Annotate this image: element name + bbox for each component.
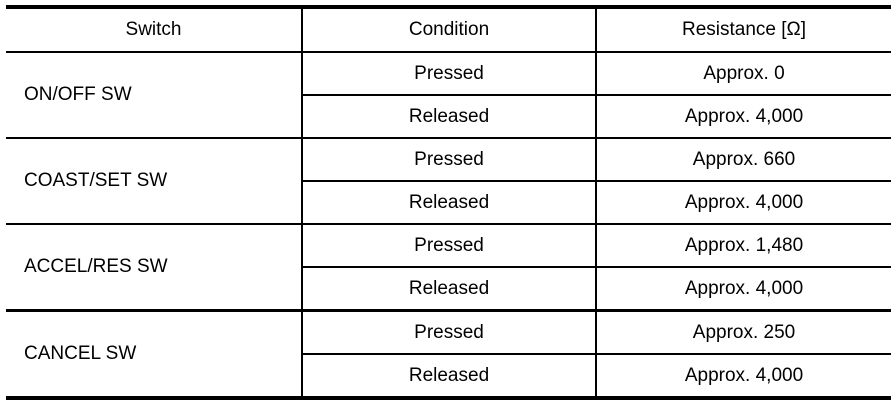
resistance-cell: Approx. 4,000 bbox=[595, 266, 891, 312]
condition-cell: Pressed bbox=[301, 223, 597, 268]
switch-name: ACCEL/RES SW bbox=[6, 223, 303, 312]
condition-cell: Pressed bbox=[301, 309, 597, 355]
resistance-cell: Approx. 4,000 bbox=[595, 353, 891, 400]
table-row: Released Approx. 4,000 bbox=[6, 180, 891, 225]
condition-cell: Pressed bbox=[301, 137, 597, 182]
header-switch: Switch bbox=[6, 5, 303, 53]
resistance-cell: Approx. 4,000 bbox=[595, 180, 891, 225]
switch-name: ON/OFF SW bbox=[6, 51, 303, 139]
resistance-cell: Approx. 660 bbox=[595, 137, 891, 182]
switch-name: COAST/SET SW bbox=[6, 137, 303, 225]
condition-cell: Released bbox=[302, 266, 597, 312]
resistance-cell: Approx. 0 bbox=[595, 51, 891, 96]
resistance-cell: Approx. 4,000 bbox=[595, 94, 891, 139]
resistance-cell: Approx. 250 bbox=[595, 309, 891, 355]
header-resistance: Resistance [Ω] bbox=[595, 5, 891, 53]
condition-cell: Released bbox=[302, 180, 597, 225]
header-condition: Condition bbox=[301, 5, 597, 53]
resistance-cell: Approx. 1,480 bbox=[595, 223, 891, 268]
table-row: CANCEL SW Pressed Approx. 250 bbox=[6, 309, 891, 400]
table-row: Released Approx. 4,000 bbox=[6, 353, 891, 400]
table-row: ON/OFF SW Pressed Approx. 0 bbox=[6, 51, 891, 139]
condition-cell: Pressed bbox=[301, 51, 597, 96]
switch-name: CANCEL SW bbox=[6, 309, 303, 400]
table-row: ACCEL/RES SW Pressed Approx. 1,480 bbox=[6, 223, 891, 312]
table-row: Released Approx. 4,000 bbox=[6, 266, 891, 312]
header-row: Switch Condition Resistance [Ω] bbox=[6, 5, 891, 53]
table-row: COAST/SET SW Pressed Approx. 660 bbox=[6, 137, 891, 225]
condition-cell: Released bbox=[302, 353, 597, 400]
table-row: Released Approx. 4,000 bbox=[6, 94, 891, 139]
condition-cell: Released bbox=[302, 94, 597, 139]
switch-resistance-table: Switch Condition Resistance [Ω] ON/OFF S… bbox=[6, 5, 891, 400]
